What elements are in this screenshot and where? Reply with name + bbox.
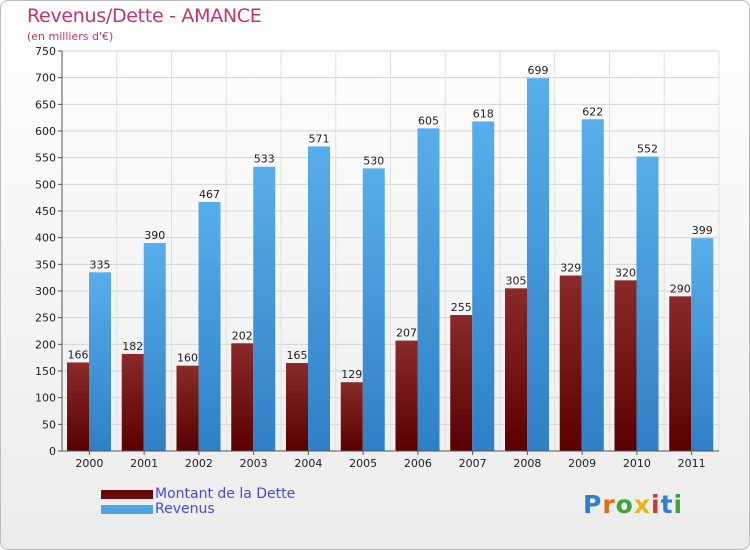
ytick-label-450: 450 <box>35 205 56 218</box>
xtick-label-2004: 2004 <box>294 457 322 470</box>
ytick-label-350: 350 <box>35 258 56 271</box>
xtick-label-2007: 2007 <box>459 457 487 470</box>
bar-debt-2005 <box>340 382 363 451</box>
xtick-label-2002: 2002 <box>185 457 213 470</box>
xtick-label-2006: 2006 <box>404 457 432 470</box>
bar-revenue-2001 <box>143 243 166 451</box>
bar-debt-2004 <box>286 363 308 451</box>
bar-debt-2011 <box>669 296 692 451</box>
data-label-revenue-2005: 530 <box>363 154 384 167</box>
data-label-debt-2007: 255 <box>451 301 472 314</box>
ytick-label-650: 650 <box>35 98 56 111</box>
data-label-revenue-2000: 335 <box>90 258 111 271</box>
ytick-label-550: 550 <box>35 152 56 165</box>
logo-letter: i <box>673 490 684 519</box>
ytick-label-100: 100 <box>35 392 56 405</box>
bar-debt-2006 <box>395 340 418 451</box>
xtick-label-2005: 2005 <box>349 457 377 470</box>
bar-revenue-2004 <box>308 146 330 451</box>
ytick-label-150: 150 <box>35 365 56 378</box>
data-label-debt-2006: 207 <box>396 327 417 340</box>
xtick-label-2008: 2008 <box>513 457 541 470</box>
xtick-label-2000: 2000 <box>75 457 103 470</box>
logo-letter: i <box>651 490 661 519</box>
bar-revenue-2007 <box>472 121 495 452</box>
data-label-debt-2011: 290 <box>670 282 691 295</box>
logo-letter: x <box>633 490 651 519</box>
data-label-debt-2005: 129 <box>341 368 362 381</box>
xtick-label-2003: 2003 <box>240 457 268 470</box>
data-label-debt-2009: 329 <box>560 262 581 275</box>
bar-revenue-2011 <box>691 238 714 451</box>
data-label-revenue-2001: 390 <box>144 229 165 242</box>
axes-group: 0 50 100 150 200 250 300 350 400 450 500 550 600 650 7… <box>35 45 719 470</box>
bar-debt-2002 <box>176 365 199 451</box>
labels-group: 166 335 182 390 160 467 202 533 165 571 129 530 207 6… <box>68 64 713 381</box>
bar-debt-2008 <box>505 288 527 451</box>
ytick-label-200: 200 <box>35 338 56 351</box>
data-label-debt-2010: 320 <box>615 266 636 279</box>
data-label-revenue-2009: 622 <box>582 105 603 118</box>
logo-letter: r <box>602 490 616 519</box>
xtick-label-2001: 2001 <box>130 457 158 470</box>
bars-group <box>67 78 714 452</box>
data-label-revenue-2002: 467 <box>199 188 220 201</box>
data-label-debt-2003: 202 <box>232 329 253 342</box>
bar-debt-2007 <box>450 315 473 451</box>
bar-revenue-2008 <box>527 78 549 451</box>
proxiti-logo: Proxiti <box>583 490 683 519</box>
chart-title: Revenus/Dette - AMANCE <box>27 5 262 27</box>
xtick-label-2009: 2009 <box>568 457 596 470</box>
data-label-debt-2002: 160 <box>177 352 198 365</box>
legend-label-debt: Montant de la Dette <box>155 486 296 502</box>
chart-subtitle: (en milliers d'€) <box>27 30 114 43</box>
data-label-revenue-2011: 399 <box>692 224 713 237</box>
data-label-debt-2004: 165 <box>287 349 308 362</box>
ytick-label-700: 700 <box>35 72 56 85</box>
data-label-revenue-2004: 571 <box>309 132 330 145</box>
bar-revenue-2003 <box>253 166 276 451</box>
xtick-label-2011: 2011 <box>678 457 706 470</box>
bar-revenue-2000 <box>89 272 111 451</box>
bar-debt-2009 <box>559 275 582 451</box>
logo-letter: P <box>583 490 603 519</box>
bar-debt-2001 <box>121 353 144 451</box>
data-label-revenue-2008: 699 <box>528 64 549 77</box>
bar-debt-2010 <box>614 280 637 451</box>
bar-revenue-2002 <box>198 201 221 451</box>
ytick-label-750: 750 <box>35 45 56 58</box>
logo-letter: o <box>615 490 634 519</box>
logo-letter: t <box>660 490 674 519</box>
grid-lines <box>61 50 720 452</box>
data-label-debt-2000: 166 <box>68 348 89 361</box>
data-label-debt-2008: 305 <box>506 274 527 287</box>
legend-swatch-debt <box>101 490 153 499</box>
data-label-revenue-2003: 533 <box>254 153 275 166</box>
ytick-label-400: 400 <box>35 232 56 245</box>
ytick-label-250: 250 <box>35 312 56 325</box>
ytick-label-50: 50 <box>42 418 56 431</box>
bar-revenue-2005 <box>362 168 385 452</box>
xtick-label-2010: 2010 <box>623 457 651 470</box>
ytick-label-500: 500 <box>35 178 56 191</box>
data-label-revenue-2006: 605 <box>418 114 439 127</box>
bar-debt-2003 <box>231 343 254 451</box>
data-label-revenue-2010: 552 <box>637 143 658 156</box>
ytick-label-300: 300 <box>35 285 56 298</box>
legend-label-revenue: Revenus <box>155 501 215 517</box>
bar-revenue-2010 <box>636 156 659 451</box>
legend-swatch-revenue <box>101 505 153 514</box>
ytick-label-600: 600 <box>35 125 56 138</box>
bar-debt-2000 <box>67 362 89 451</box>
data-label-debt-2001: 182 <box>122 340 143 353</box>
bar-revenue-2009 <box>581 119 604 452</box>
ytick-label-0: 0 <box>49 445 56 458</box>
data-label-revenue-2007: 618 <box>473 107 494 120</box>
bar-revenue-2006 <box>417 128 440 451</box>
